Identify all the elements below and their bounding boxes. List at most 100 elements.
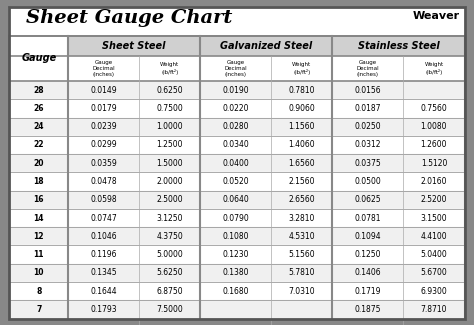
Bar (403, 245, 465, 264)
Bar (68, 172, 139, 190)
Bar (403, 81, 465, 99)
Bar (139, 154, 201, 172)
Text: 3.2810: 3.2810 (289, 214, 315, 223)
Bar (139, 245, 201, 264)
Bar (9, 154, 68, 172)
Bar (332, 209, 403, 227)
Text: 0.1230: 0.1230 (222, 250, 249, 259)
Text: 0.0781: 0.0781 (355, 214, 381, 223)
Bar (139, 81, 201, 99)
Text: 0.1793: 0.1793 (91, 305, 117, 314)
Text: 0.0220: 0.0220 (222, 104, 249, 113)
Bar (332, 56, 403, 81)
Bar (139, 56, 201, 81)
Text: 24: 24 (34, 122, 44, 131)
Bar (403, 99, 465, 118)
Bar (9, 36, 68, 56)
Bar (403, 209, 465, 227)
Bar (68, 136, 139, 154)
Text: 5.6250: 5.6250 (156, 268, 183, 277)
Bar (201, 282, 271, 300)
Bar (332, 81, 403, 99)
Bar (139, 136, 201, 154)
Text: 14: 14 (34, 214, 44, 223)
Bar (201, 264, 271, 282)
Text: 7: 7 (36, 305, 42, 314)
Text: 0.1644: 0.1644 (91, 287, 117, 296)
Bar (201, 136, 271, 154)
Text: 1.2500: 1.2500 (156, 140, 183, 150)
Text: 1.6560: 1.6560 (289, 159, 315, 168)
Bar (9, 136, 68, 154)
Bar (271, 118, 332, 136)
Text: 0.0340: 0.0340 (222, 140, 249, 150)
Bar (139, 209, 201, 227)
Text: 0.0156: 0.0156 (355, 85, 381, 95)
Text: 3.1250: 3.1250 (156, 214, 183, 223)
Bar (332, 264, 403, 282)
Bar (332, 172, 403, 190)
Text: Gauge
Decimal
(inches): Gauge Decimal (inches) (92, 59, 115, 77)
Bar (68, 154, 139, 172)
Bar (9, 282, 68, 300)
Bar (139, 36, 201, 56)
Text: 0.0478: 0.0478 (91, 177, 117, 186)
Text: 0.0239: 0.0239 (91, 122, 117, 131)
Text: 22: 22 (34, 140, 44, 150)
Text: 0.0375: 0.0375 (355, 159, 381, 168)
Bar (9, 245, 68, 264)
Text: Weight
(lb/ft²): Weight (lb/ft²) (292, 62, 311, 74)
Bar (332, 154, 403, 172)
Bar (201, 118, 271, 136)
Bar (201, 56, 271, 81)
Bar (271, 227, 332, 245)
Bar (201, 99, 271, 118)
Text: 0.0747: 0.0747 (90, 214, 117, 223)
Bar (403, 36, 465, 56)
Bar (68, 190, 139, 209)
Bar (68, 36, 139, 56)
Bar (271, 209, 332, 227)
Bar (271, 300, 332, 318)
Bar (139, 118, 201, 136)
Bar (332, 282, 403, 300)
Text: 0.0359: 0.0359 (90, 159, 117, 168)
Bar (271, 190, 332, 209)
Text: 0.1680: 0.1680 (222, 287, 249, 296)
Text: 0.1380: 0.1380 (222, 268, 249, 277)
Text: 3.1500: 3.1500 (420, 214, 447, 223)
Text: 0.0190: 0.0190 (222, 85, 249, 95)
Text: 0.0149: 0.0149 (91, 85, 117, 95)
Bar (201, 81, 271, 99)
Text: 7.8710: 7.8710 (421, 305, 447, 314)
Bar (9, 172, 68, 190)
Bar (201, 209, 271, 227)
Bar (201, 245, 271, 264)
Text: 0.0179: 0.0179 (91, 104, 117, 113)
Text: 12: 12 (34, 232, 44, 241)
Bar (403, 190, 465, 209)
Bar (68, 81, 139, 99)
Text: 2.5000: 2.5000 (156, 195, 183, 204)
Bar (403, 56, 465, 81)
Bar (201, 154, 271, 172)
Text: Gauge
Decimal
(inches): Gauge Decimal (inches) (356, 59, 379, 77)
Bar (271, 154, 332, 172)
Bar (332, 190, 403, 209)
Bar (271, 81, 332, 99)
Text: 1.0000: 1.0000 (156, 122, 183, 131)
Bar (403, 227, 465, 245)
Bar (271, 172, 332, 190)
Text: 0.0400: 0.0400 (222, 159, 249, 168)
Text: 1.5120: 1.5120 (421, 159, 447, 168)
Text: 0.1094: 0.1094 (355, 232, 381, 241)
Text: 0.7560: 0.7560 (420, 104, 447, 113)
Bar (271, 264, 332, 282)
Text: 0.0640: 0.0640 (222, 195, 249, 204)
Text: Stainless Steel: Stainless Steel (357, 41, 439, 51)
Bar (9, 300, 68, 318)
Text: Weight
(lb/ft²): Weight (lb/ft²) (424, 62, 444, 74)
Bar (332, 227, 403, 245)
Text: Galvanized Steel: Galvanized Steel (220, 41, 312, 51)
Text: 1.0080: 1.0080 (421, 122, 447, 131)
